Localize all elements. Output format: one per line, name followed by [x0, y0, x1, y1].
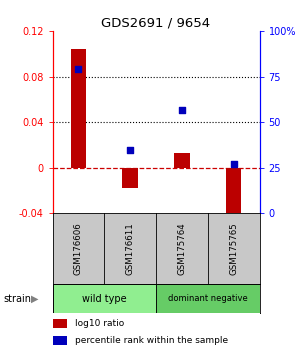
Text: GSM175765: GSM175765: [229, 222, 238, 275]
Text: strain: strain: [3, 294, 31, 304]
Text: percentile rank within the sample: percentile rank within the sample: [75, 336, 228, 345]
Text: ▶: ▶: [31, 294, 38, 304]
Point: [179, 107, 184, 112]
Text: GSM175764: GSM175764: [177, 222, 186, 275]
Bar: [52, 336, 67, 345]
Point: [231, 161, 236, 167]
Bar: [70, 50, 86, 168]
Bar: [52, 319, 67, 328]
Text: log10 ratio: log10 ratio: [75, 319, 124, 328]
Bar: [226, 168, 242, 234]
Bar: [156, 284, 260, 313]
Text: wild type: wild type: [82, 294, 127, 304]
Point: [76, 67, 81, 72]
Bar: [52, 284, 156, 313]
Text: dominant negative: dominant negative: [168, 294, 248, 303]
Text: GSM176606: GSM176606: [74, 222, 83, 275]
Bar: [174, 153, 190, 168]
Text: GSM176611: GSM176611: [126, 222, 135, 275]
Title: GDS2691 / 9654: GDS2691 / 9654: [101, 17, 211, 30]
Point: [128, 147, 133, 153]
Bar: [122, 168, 138, 188]
